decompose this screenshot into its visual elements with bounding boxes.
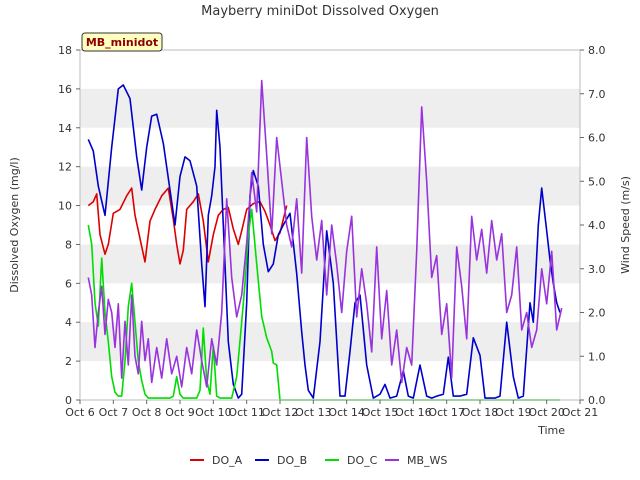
legend-label: DO_C (347, 454, 378, 467)
x-axis-label: Time (537, 424, 565, 437)
x-tick-label: Oct 10 (195, 406, 232, 419)
legend-label: DO_B (277, 454, 307, 467)
x-tick-label: Oct 19 (495, 406, 532, 419)
y-tick-label-right: 0.0 (588, 394, 606, 407)
station-label: MB_minidot (86, 36, 158, 49)
x-tick-label: Oct 9 (165, 406, 195, 419)
grid-band (80, 88, 580, 128)
y-tick-label-left: 2 (65, 355, 72, 368)
grid-band (80, 166, 580, 206)
x-tick-label: Oct 13 (295, 406, 332, 419)
legend-label: MB_WS (407, 454, 447, 467)
y-tick-label-left: 4 (65, 316, 72, 329)
legend-label: DO_A (212, 454, 243, 467)
y-tick-label-left: 12 (58, 161, 72, 174)
y-tick-label-right: 3.0 (588, 263, 606, 276)
y-tick-label-right: 7.0 (588, 88, 606, 101)
x-tick-label: Oct 20 (528, 406, 565, 419)
y-tick-label-right: 6.0 (588, 132, 606, 145)
y-tick-label-right: 4.0 (588, 219, 606, 232)
y-tick-label-left: 18 (58, 44, 72, 57)
y-tick-label-left: 10 (58, 200, 72, 213)
series-line-mb-ws (87, 79, 563, 388)
x-tick-label: Oct 8 (132, 406, 162, 419)
grid-band (80, 322, 580, 362)
x-tick-label: Oct 11 (228, 406, 265, 419)
y-axis-left-label: Dissolved Oxygen (mg/l) (8, 157, 21, 292)
x-tick-label: Oct 18 (462, 406, 499, 419)
y-tick-label-left: 0 (65, 394, 72, 407)
x-tick-label: Oct 6 (65, 406, 95, 419)
station-label-box: MB_minidot (81, 32, 163, 52)
series-line-do-b (87, 84, 561, 399)
station-label-bg (81, 32, 163, 52)
y-tick-label-left: 6 (65, 277, 72, 290)
y-tick-label-right: 2.0 (588, 307, 606, 320)
grid-bands (80, 88, 580, 362)
chart-title: Mayberry miniDot Dissolved Oxygen (201, 4, 439, 19)
y-tick-label-right: 5.0 (588, 175, 606, 188)
y-tick-label-right: 8.0 (588, 44, 606, 57)
y-tick-label-left: 16 (58, 83, 72, 96)
y-axis-right-label: Wind Speed (m/s) (619, 176, 632, 274)
series-lines (87, 79, 563, 401)
x-tick-label: Oct 15 (362, 406, 399, 419)
x-tick-label: Oct 16 (395, 406, 432, 419)
x-tick-label: Oct 12 (262, 406, 299, 419)
legend: DO_A DO_B DO_C MB_WS (190, 454, 447, 467)
x-tick-label: Oct 14 (328, 406, 365, 419)
y-tick-label-right: 1.0 (588, 350, 606, 363)
x-tick-label: Oct 21 (562, 406, 599, 419)
y-tick-label-left: 14 (58, 122, 72, 135)
y-tick-label-left: 8 (65, 238, 72, 251)
x-tick-label: Oct 17 (428, 406, 465, 419)
x-tick-label: Oct 7 (99, 406, 129, 419)
